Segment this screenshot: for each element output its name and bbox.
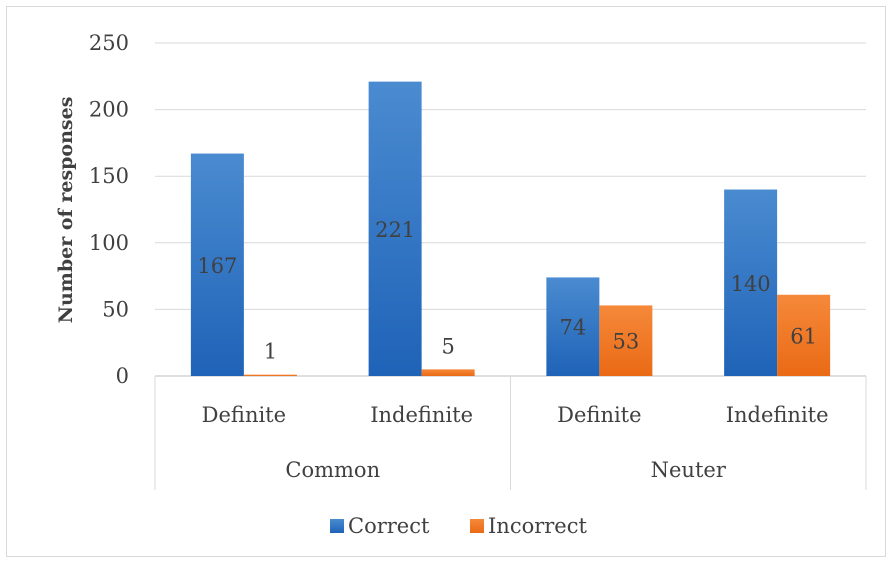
data-label: 140 (731, 272, 771, 296)
legend-label-correct: Correct (348, 514, 430, 538)
data-label: 167 (197, 254, 237, 278)
data-label: 5 (441, 334, 454, 358)
y-tick-label: 50 (102, 297, 129, 321)
legend-swatch-incorrect (470, 519, 484, 533)
group-label: Neuter (651, 458, 727, 482)
y-axis-label: Number of responses (55, 97, 77, 324)
x-tick-label: Definite (202, 403, 286, 427)
y-tick-label: 250 (89, 31, 129, 55)
group-label: Common (285, 458, 380, 482)
x-axis: Definite Indefinite Definite Indefinite Comm… (154, 376, 867, 490)
bar-correct-1 (368, 81, 422, 377)
bar-incorrect-1 (421, 369, 475, 376)
y-tick-label: 200 (89, 98, 129, 122)
data-label: 1 (264, 340, 277, 364)
y-tick-label: 0 (116, 364, 129, 388)
data-labels: 167 1 221 5 74 53 140 61 (197, 218, 817, 364)
y-tick-label: 150 (89, 164, 129, 188)
bar-correct-0 (190, 153, 244, 376)
bar-correct-3 (724, 189, 778, 376)
data-label: 74 (560, 316, 587, 340)
legend: Correct Incorrect (330, 514, 587, 538)
bar-incorrect-3 (777, 294, 831, 376)
bar-incorrect-0 (243, 374, 297, 376)
bar-incorrect-2 (599, 305, 653, 376)
data-label: 221 (375, 218, 415, 242)
bar-correct-2 (546, 277, 600, 376)
data-label: 61 (790, 324, 817, 348)
y-axis-ticks: 0 50 100 150 200 250 (89, 31, 129, 388)
legend-swatch-correct (330, 519, 344, 533)
bars (190, 81, 831, 377)
x-tick-label: Definite (557, 403, 641, 427)
legend-label-incorrect: Incorrect (488, 514, 587, 538)
y-tick-label: 100 (89, 231, 129, 255)
x-tick-label: Indefinite (726, 403, 829, 427)
x-tick-label: Indefinite (370, 403, 473, 427)
data-label: 53 (613, 330, 640, 354)
